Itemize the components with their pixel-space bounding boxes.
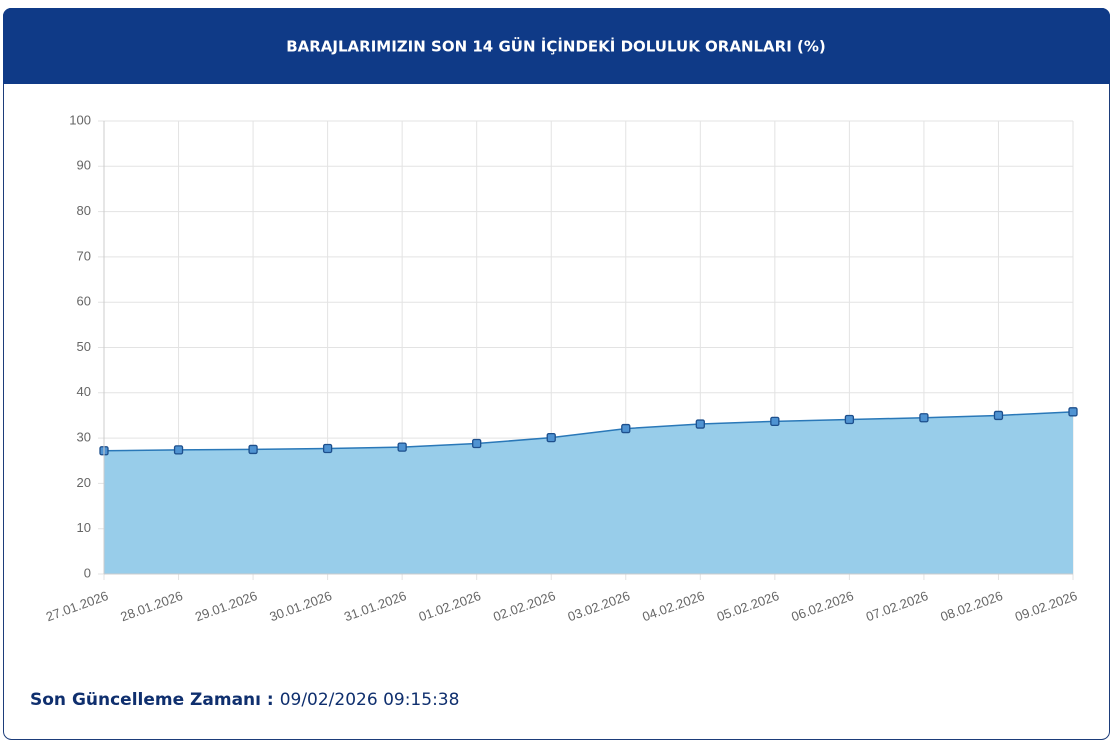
point-marker <box>248 444 258 455</box>
point-marker <box>546 432 556 443</box>
footer: Son Güncelleme Zamanı : 09/02/2026 09:15:… <box>30 690 459 710</box>
card <box>3 8 1110 740</box>
y-tick-label: 100 <box>69 112 91 127</box>
y-tick-label: 0 <box>84 565 91 580</box>
y-tick-label: 80 <box>77 203 91 218</box>
point-marker <box>770 416 780 426</box>
footer-value: 09/02/2026 09:15:38 <box>280 690 460 710</box>
y-tick-label: 10 <box>77 520 91 535</box>
y-tick-label: 90 <box>77 158 91 173</box>
header-base <box>3 50 1110 84</box>
point-marker <box>844 414 855 425</box>
point-marker <box>621 423 631 434</box>
point-marker <box>695 419 705 429</box>
y-tick-label: 50 <box>77 339 91 354</box>
point-marker <box>919 413 929 423</box>
point-marker <box>173 445 184 455</box>
y-tick-label: 70 <box>77 248 91 263</box>
point-marker <box>1068 407 1078 417</box>
chart-title: BARAJLARIMIZIN SON 14 GÜN İÇİNDEKİ DOLUL… <box>286 37 826 56</box>
point-marker <box>397 442 407 452</box>
point-marker <box>472 438 482 449</box>
y-tick-label: 40 <box>77 384 91 399</box>
point-marker <box>322 443 333 454</box>
point-marker <box>993 410 1004 421</box>
line <box>103 411 1074 452</box>
footer-label: Son Güncelleme Zamanı : <box>30 690 274 710</box>
y-tick-label: 60 <box>77 294 91 309</box>
y-tick-label: 30 <box>77 430 91 445</box>
y-tick-label: 20 <box>77 475 91 490</box>
area <box>104 411 1073 574</box>
